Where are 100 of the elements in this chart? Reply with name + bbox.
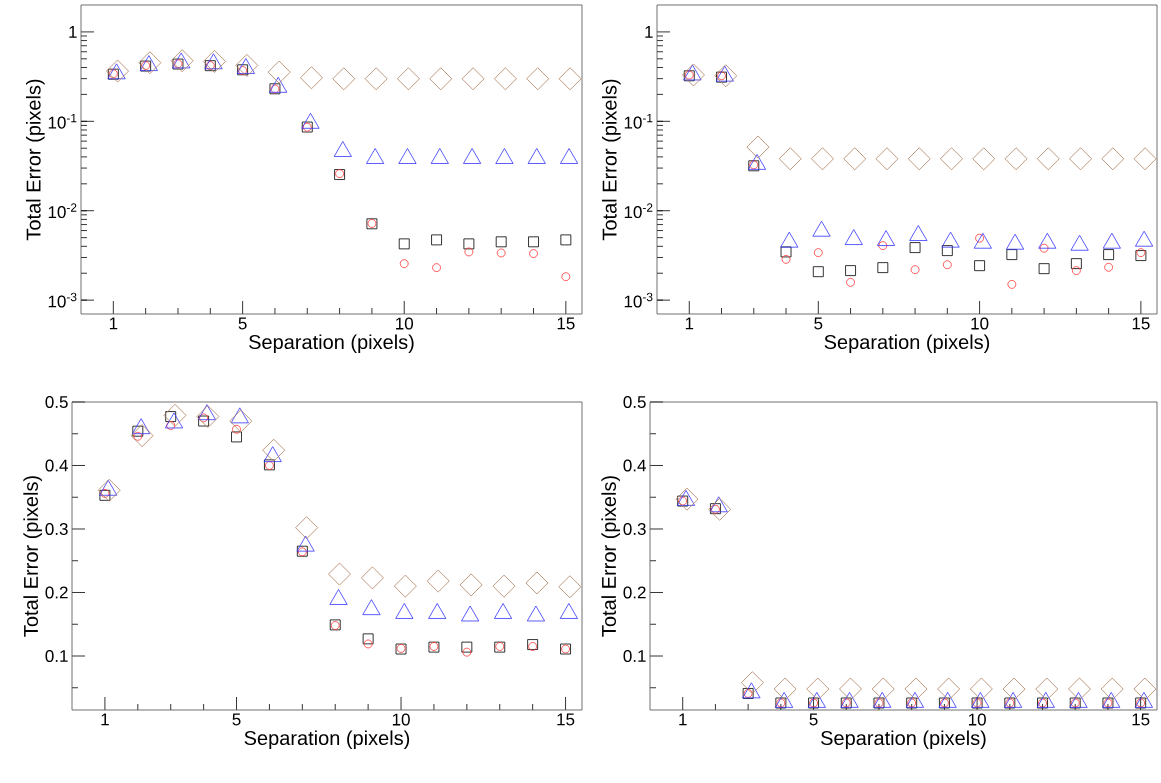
point (871, 677, 895, 701)
x-tick-label: 1 (679, 713, 687, 726)
x-tick-label: 15 (557, 713, 575, 726)
point (904, 677, 928, 701)
point (362, 633, 374, 645)
point (909, 242, 921, 253)
point (363, 639, 373, 649)
point (267, 60, 291, 84)
point (740, 671, 764, 695)
x-tick-label: 5 (232, 713, 241, 726)
point (462, 647, 472, 657)
x-tick-label: 15 (1132, 317, 1150, 330)
point (332, 67, 356, 91)
point (528, 236, 539, 248)
point (364, 67, 388, 91)
point (262, 438, 286, 462)
y-axis-title: Total Error (pixels) (23, 476, 42, 637)
x-tick-label: 15 (557, 317, 575, 330)
point (130, 424, 154, 448)
x-axis-title: Separation (pixels) (244, 730, 410, 750)
point (1004, 147, 1028, 171)
y-tick-label: 0.3 (45, 522, 68, 536)
y-tick-label: 0.2 (623, 586, 646, 599)
point (561, 272, 571, 282)
point (714, 64, 738, 88)
point (495, 236, 507, 248)
y-tick-label: 10$^{-1}$ (48, 114, 77, 129)
point (492, 574, 516, 598)
point (1035, 677, 1059, 701)
point (397, 67, 420, 91)
x-tick-label: 1 (109, 317, 118, 330)
x-axis-title: Separation (pixels) (821, 730, 986, 750)
point (1039, 243, 1049, 253)
point (1038, 263, 1050, 275)
y-tick-label: 1 (69, 26, 77, 38)
point (1002, 677, 1026, 701)
point (464, 247, 474, 257)
x-tick-label: 1 (685, 317, 694, 330)
point (529, 249, 538, 258)
point (875, 147, 899, 171)
y-axis-title: Total Error (pixels) (601, 79, 621, 241)
point (232, 424, 241, 434)
x-tick-label: 5 (814, 317, 823, 330)
point (1036, 147, 1060, 171)
point (97, 478, 121, 502)
x-tick-label: 10 (392, 713, 410, 726)
point (682, 63, 705, 87)
point (806, 677, 830, 701)
point (493, 67, 517, 91)
point (845, 265, 856, 276)
point (560, 234, 572, 246)
point (969, 677, 993, 701)
point (907, 147, 931, 171)
point (235, 53, 259, 77)
point (229, 409, 253, 433)
y-tick-label: 10$^{-2}$ (48, 203, 77, 219)
point (1133, 677, 1157, 701)
point (431, 234, 442, 246)
point (393, 574, 417, 598)
point (295, 516, 319, 540)
point (165, 411, 177, 422)
point (398, 238, 410, 250)
point (328, 562, 351, 586)
point (708, 497, 732, 521)
point (910, 265, 920, 275)
point (877, 262, 889, 274)
point (1103, 249, 1115, 261)
point (432, 263, 441, 273)
point (746, 135, 770, 159)
x-tick-label: 5 (809, 713, 818, 726)
point (1071, 266, 1081, 275)
y-tick-label: 0.5 (623, 395, 646, 409)
point (198, 415, 210, 427)
point (429, 67, 453, 91)
y-tick-label: 10$^{-1}$ (624, 114, 653, 129)
point (846, 277, 855, 287)
point (778, 147, 802, 171)
point (1068, 677, 1091, 701)
point (1070, 258, 1082, 270)
point (132, 425, 144, 437)
point (813, 248, 823, 258)
y-tick-label: 0.3 (623, 522, 646, 536)
point (781, 254, 791, 264)
point (399, 259, 409, 269)
point (426, 569, 450, 593)
x-tick-label: 10 (971, 317, 989, 330)
point (941, 245, 953, 257)
y-tick-label: 0.1 (45, 649, 68, 663)
point (133, 431, 143, 441)
point (163, 403, 187, 427)
x-tick-label: 10 (968, 713, 986, 726)
x-axis-title: Separation (pixels) (824, 334, 990, 354)
point (1007, 279, 1017, 289)
point (811, 147, 834, 171)
point (975, 233, 984, 243)
y-tick-label: 0.4 (623, 459, 646, 472)
point (1100, 677, 1124, 701)
point (1133, 147, 1157, 171)
point (675, 487, 699, 511)
y-axis-title: Total Error (pixels) (25, 79, 45, 241)
